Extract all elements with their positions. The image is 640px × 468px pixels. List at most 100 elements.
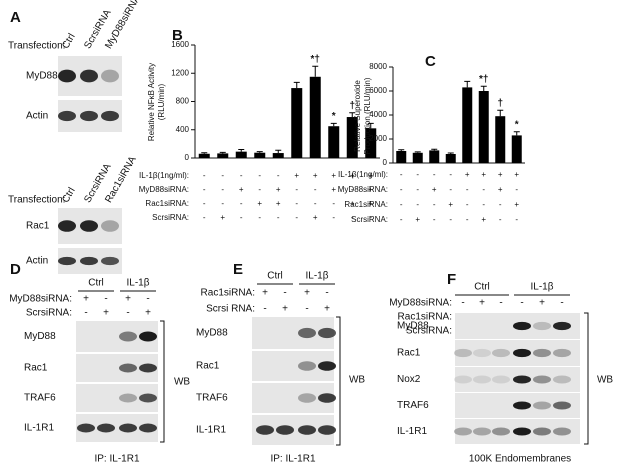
bar [328,126,340,158]
condition-sign: - [104,294,107,305]
error-bar [398,149,405,151]
condition-sign: - [263,304,266,315]
significance-label: *† [311,54,320,65]
condition-sign: - [258,213,261,222]
panel-letter: C [425,53,436,70]
condition-sign: + [276,199,281,208]
blot-label: Rac1 [397,348,421,359]
band [533,427,551,436]
bar [462,87,473,163]
band [276,425,294,435]
bar [412,152,423,163]
error-bar [480,85,487,91]
blot-label: MyD88 [397,321,429,332]
band [101,256,119,266]
band [318,393,336,403]
y-axis-label: Production (RLU/min) [363,77,372,154]
condition-sign: - [449,185,452,194]
group-label: IL-1β [306,271,329,282]
condition-sign: - [416,185,419,194]
band [533,321,551,331]
condition-sign: - [240,171,243,180]
condition-sign: + [481,170,486,179]
condition-sign: - [84,308,87,319]
bar [478,91,489,163]
band [101,69,119,83]
condition-sign: - [499,215,502,224]
y-tick-label: 0 [383,158,388,167]
condition-label: ScrsiRNA: [26,308,72,319]
condition-sign: + [324,304,330,315]
band [492,427,510,436]
band [513,375,531,384]
band [533,401,551,410]
condition-sign: - [332,213,335,222]
band [513,348,531,358]
condition-sign: - [416,170,419,179]
condition-sign: - [400,170,403,179]
condition-sign: + [239,185,244,194]
condition-sign: - [449,170,452,179]
condition-sign: - [240,199,243,208]
condition-sign: + [313,213,318,222]
group-label: Ctrl [474,282,490,293]
bar [365,128,377,158]
y-axis-label: (RLU/min) [157,83,166,120]
condition-label: Scrsi RNA: [206,304,255,315]
error-bar [330,122,337,127]
bar [309,76,321,158]
bracket-label: WB [597,375,613,386]
bracket [584,312,589,445]
condition-sign: - [258,185,261,194]
band [298,361,316,371]
bar [495,116,506,163]
band [533,348,551,358]
condition-sign: - [203,171,206,180]
group-label: Ctrl [267,271,283,282]
band [513,321,531,331]
condition-sign: - [295,213,298,222]
bar [445,154,456,163]
group-label: IL-1β [127,278,150,289]
condition-sign: - [499,200,502,209]
condition-label: MyD88siRNA: [338,185,388,194]
band [58,110,76,122]
condition-label: Rac1siRNA: [201,288,255,299]
condition-sign: - [332,199,335,208]
bracket [160,320,165,443]
panel-footer: IP: IL-1R1 [94,454,139,465]
condition-sign: + [257,199,262,208]
condition-sign: - [482,185,485,194]
blot-label: MyD88 [24,331,56,342]
condition-sign: + [145,308,151,319]
condition-sign: - [515,185,518,194]
condition-sign: + [331,171,336,180]
condition-sign: - [515,215,518,224]
y-tick-label: 8000 [369,62,387,71]
condition-sign: - [400,215,403,224]
condition-sign: + [514,200,519,209]
condition-sign: - [295,199,298,208]
condition-sign: - [369,213,372,222]
band [473,427,491,436]
condition-sign: + [83,294,89,305]
condition-sign: - [466,200,469,209]
y-tick-label: 1200 [171,68,189,77]
band [58,256,76,266]
condition-sign: - [305,304,308,315]
bracket-label: WB [349,375,365,386]
band [139,363,157,373]
condition-sign: + [276,185,281,194]
bar [291,88,303,158]
condition-sign: + [498,185,503,194]
error-bar [497,109,504,117]
condition-sign: + [103,308,109,319]
condition-sign: + [282,304,288,315]
y-axis-label: Relative NFκB Activity [147,63,156,141]
condition-label: MyD88siRNA: [139,185,189,194]
condition-sign: + [294,171,299,180]
condition-sign: + [514,170,519,179]
error-bar [256,151,263,153]
bar [396,151,407,163]
